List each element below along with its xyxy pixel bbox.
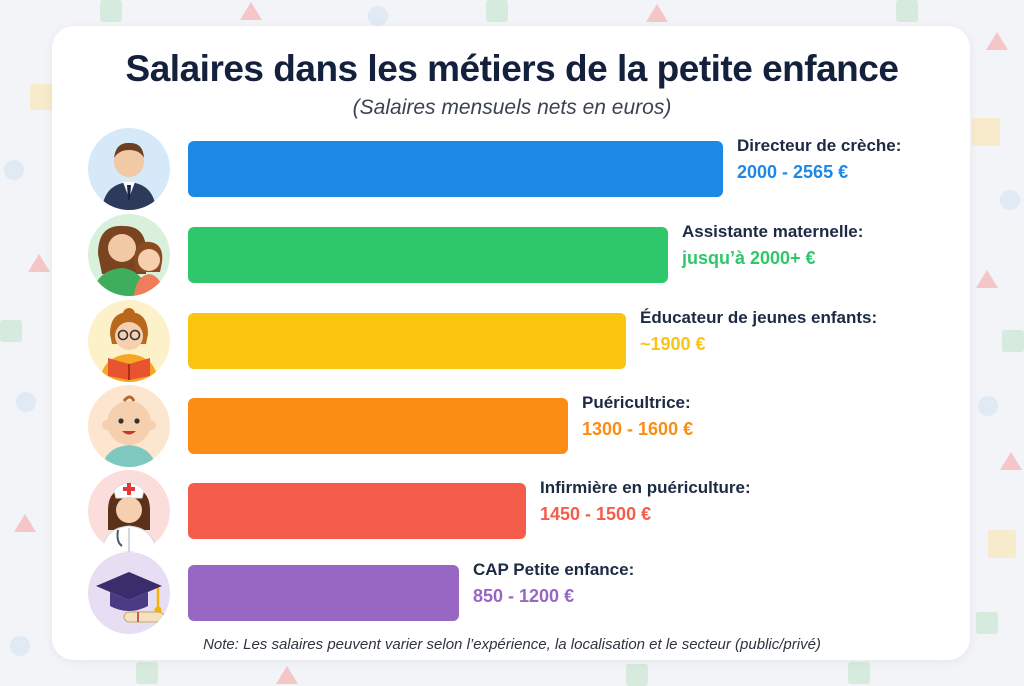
decor-triangle bbox=[240, 2, 262, 20]
category-label: Assistante maternelle: bbox=[682, 222, 864, 241]
decor-square bbox=[486, 0, 508, 22]
decor-square bbox=[972, 118, 1000, 146]
decor-dot bbox=[10, 636, 30, 656]
decor-dot bbox=[978, 396, 998, 416]
man-in-suit-icon bbox=[88, 128, 170, 210]
bar-row: Éducateur de jeunes enfants: ~1900 € bbox=[0, 300, 1024, 382]
bar bbox=[188, 227, 668, 283]
category-label: Directeur de crèche: bbox=[737, 136, 902, 155]
nurse-icon bbox=[88, 470, 170, 552]
decor-square bbox=[1002, 330, 1024, 352]
decor-triangle bbox=[646, 4, 668, 22]
chart-subtitle: (Salaires mensuels nets en euros) bbox=[352, 96, 672, 119]
teacher-reading-book-icon bbox=[88, 300, 170, 382]
value-label: 1450 - 1500 € bbox=[540, 504, 652, 524]
value-label: 1300 - 1600 € bbox=[582, 419, 694, 439]
decor-dot bbox=[368, 6, 388, 26]
category-label: Puéricultrice: bbox=[582, 393, 691, 412]
decor-square bbox=[626, 664, 648, 686]
decor-triangle bbox=[986, 32, 1008, 50]
decor-triangle bbox=[976, 270, 998, 288]
decor-square bbox=[848, 662, 870, 684]
category-label: Infirmière en puériculture: bbox=[540, 478, 751, 497]
decor-square bbox=[30, 84, 56, 110]
decor-dot bbox=[4, 160, 24, 180]
decor-triangle bbox=[1000, 452, 1022, 470]
footnote: Note: Les salaires peuvent varier selon … bbox=[203, 636, 821, 653]
decor-square bbox=[136, 662, 158, 684]
decor-square bbox=[976, 612, 998, 634]
category-label: CAP Petite enfance: bbox=[473, 560, 635, 579]
bar-row: CAP Petite enfance: 850 - 1200 € bbox=[0, 552, 1024, 634]
bar-row: Puéricultrice: 1300 - 1600 € bbox=[0, 385, 1024, 467]
chart-title: Salaires dans les métiers de la petite e… bbox=[125, 48, 899, 89]
bar-row: Assistante maternelle: jusqu’à 2000+ € bbox=[0, 214, 1024, 296]
bar bbox=[188, 565, 459, 621]
decor-triangle bbox=[14, 514, 36, 532]
decor-square bbox=[0, 320, 22, 342]
value-label: ~1900 € bbox=[640, 334, 706, 354]
baby-icon bbox=[88, 385, 170, 467]
decor-dot bbox=[16, 392, 36, 412]
bar bbox=[188, 483, 526, 539]
category-label: Éducateur de jeunes enfants: bbox=[640, 308, 878, 327]
decor-dot bbox=[1000, 190, 1020, 210]
decor-square bbox=[100, 0, 122, 22]
decor-triangle bbox=[28, 254, 50, 272]
decor-square bbox=[988, 530, 1016, 558]
value-label: 850 - 1200 € bbox=[473, 586, 575, 606]
bar bbox=[188, 398, 568, 454]
decor-triangle bbox=[276, 666, 298, 684]
value-label: jusqu’à 2000+ € bbox=[682, 248, 816, 268]
value-label: 2000 - 2565 € bbox=[737, 162, 849, 182]
decor-square bbox=[896, 0, 918, 22]
bar-row: Infirmière en puériculture: 1450 - 1500 € bbox=[0, 470, 1024, 552]
bar bbox=[188, 141, 723, 197]
bar-row: Directeur de crèche: 2000 - 2565 € bbox=[0, 128, 1024, 210]
graduation-cap-icon bbox=[88, 552, 170, 634]
bar bbox=[188, 313, 626, 369]
mother-with-child-icon bbox=[88, 214, 170, 296]
